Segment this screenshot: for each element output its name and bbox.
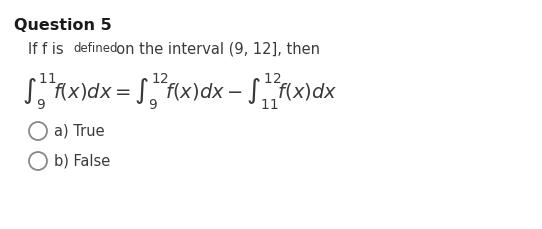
Text: defined: defined (73, 42, 118, 55)
Text: If f is: If f is (28, 42, 68, 57)
Text: b) False: b) False (54, 153, 110, 168)
Text: on the interval (9, 12], then: on the interval (9, 12], then (107, 42, 320, 57)
Text: $\int_{9}^{11}\! f(x)dx = \int_{9}^{12}\! f(x)dx - \int_{11}^{12}\! f(x)dx$: $\int_{9}^{11}\! f(x)dx = \int_{9}^{12}\… (22, 72, 338, 112)
Text: a) True: a) True (54, 123, 105, 138)
Text: Question 5: Question 5 (14, 18, 112, 33)
